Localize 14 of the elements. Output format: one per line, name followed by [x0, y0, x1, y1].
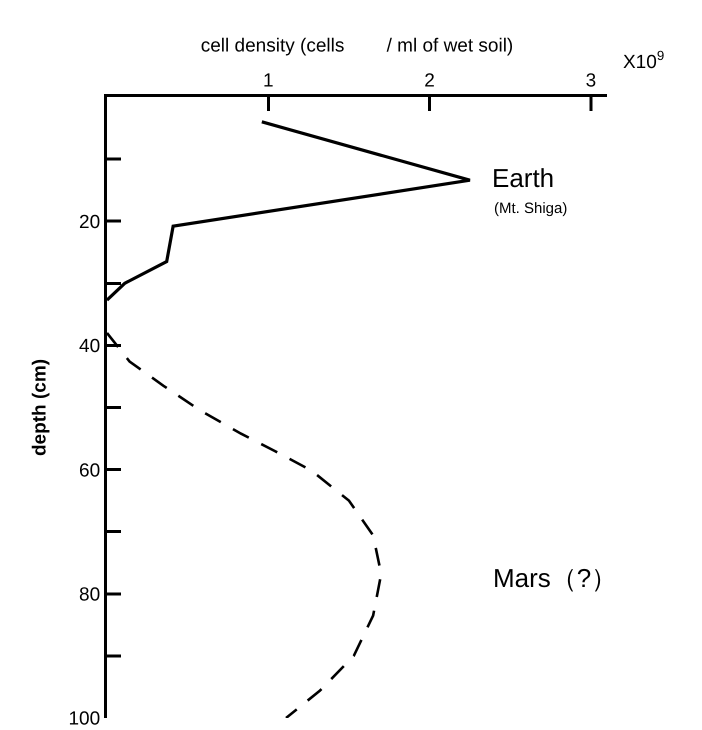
- y-axis-title: depth (cm): [29, 358, 50, 456]
- y-tick-label: 20: [79, 212, 100, 233]
- y-tick-label: 100: [68, 708, 100, 730]
- y-tick-label: 60: [79, 460, 100, 482]
- x-tick-label: 2: [424, 70, 435, 92]
- series-label: Earth: [492, 163, 554, 193]
- x-tick-label: 3: [586, 70, 596, 92]
- y-tick-label: 40: [79, 336, 100, 358]
- text: X10$^{9}$: [623, 48, 664, 73]
- x-axis-title: cell density (cells / ml of wet soil): [200, 35, 514, 56]
- annotation: (Mt. Shiga): [494, 200, 568, 217]
- text: Mars（?）: [493, 563, 618, 593]
- y-tick-label: 80: [79, 584, 100, 606]
- x-tick-label: 1: [263, 70, 274, 92]
